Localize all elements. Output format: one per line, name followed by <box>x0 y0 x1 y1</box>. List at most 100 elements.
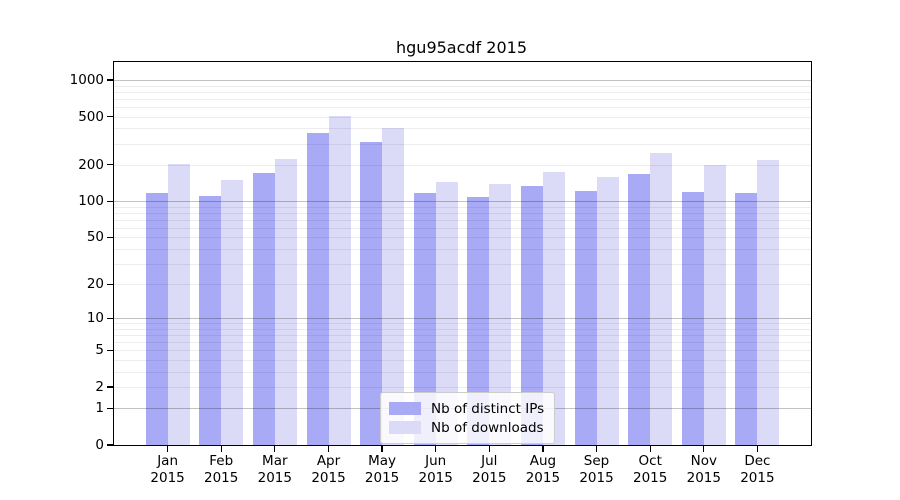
legend-item: Nb of downloads <box>389 418 544 437</box>
gridline-minor <box>114 387 811 388</box>
bar-downloads <box>274 159 297 445</box>
x-axis-tick-label: Jul 2015 <box>459 453 519 487</box>
gridline-minor <box>114 284 811 286</box>
gridline-minor <box>114 227 811 229</box>
gridline-minor <box>114 219 811 221</box>
bar-downloads <box>650 153 673 445</box>
x-axis-tick-label: Mar 2015 <box>245 453 305 487</box>
gridline-minor <box>114 342 811 344</box>
bar-downloads <box>596 176 619 445</box>
gridline-minor <box>114 350 811 352</box>
y-axis-tick-label: 1 <box>95 400 104 417</box>
y-axis-tick <box>107 386 113 388</box>
y-axis-tick-label: 500 <box>78 108 104 125</box>
bar-downloads <box>435 181 458 445</box>
y-axis-tick <box>107 317 113 319</box>
bar-distinct-ips <box>681 191 704 445</box>
y-axis-tick-label: 2 <box>95 379 104 395</box>
y-axis-tick <box>107 283 113 285</box>
gridline-minor <box>114 248 811 250</box>
x-tick-month: May <box>368 453 397 469</box>
x-tick-year: 2015 <box>204 470 239 486</box>
gridline-minor <box>114 98 811 100</box>
x-axis-tick-label: Feb 2015 <box>191 453 251 487</box>
y-axis-tick <box>107 164 113 166</box>
bar-distinct-ips <box>145 193 168 445</box>
x-axis-tick <box>756 446 759 452</box>
gridline-minor <box>114 164 811 166</box>
bar-downloads <box>542 171 565 445</box>
plot-area: 0 1 2 5 10 20 50 100 200 500 1000 Jan 2015 Feb 2015 Ma… <box>70 61 812 486</box>
x-axis-tick <box>327 446 330 452</box>
x-axis-tick-label: Sep 2015 <box>567 453 627 487</box>
x-tick-year: 2015 <box>257 470 292 486</box>
bar-distinct-ips <box>467 197 490 445</box>
bar-distinct-ips <box>360 141 383 445</box>
legend-swatch-downloads <box>389 421 421 434</box>
gridline-minor <box>114 143 811 145</box>
bar-downloads <box>221 179 244 445</box>
y-axis-tick-label: 0 <box>95 437 104 453</box>
x-tick-month: Aug <box>529 453 557 469</box>
legend-swatch-distinct-ips <box>389 402 421 415</box>
x-axis-tick <box>435 446 437 452</box>
bar-distinct-ips <box>199 196 222 445</box>
gridline-minor <box>114 360 811 361</box>
y-axis-tick-label: 50 <box>86 229 104 246</box>
bar-distinct-ips <box>413 193 436 445</box>
gridline-minor <box>114 91 811 93</box>
gridline-minor <box>114 371 811 373</box>
x-axis-tick <box>595 446 598 452</box>
bar-downloads <box>489 183 512 445</box>
x-axis-tick-label: Jun 2015 <box>406 453 466 487</box>
gridline-minor <box>114 263 811 265</box>
x-tick-year: 2015 <box>525 470 561 486</box>
gridline-minor <box>114 107 811 108</box>
legend-label: Nb of downloads <box>431 419 544 436</box>
x-tick-year: 2015 <box>740 470 775 486</box>
x-axis-tick <box>166 446 169 452</box>
gridline-minor <box>114 128 811 130</box>
y-axis-tick-label: 10 <box>86 310 104 327</box>
y-axis-tick <box>107 407 113 410</box>
x-tick-month: Feb <box>209 453 234 469</box>
gridline-minor <box>114 237 811 239</box>
x-axis-tick <box>542 446 544 452</box>
x-tick-month: Apr <box>316 453 341 469</box>
x-axis-tick <box>220 446 222 452</box>
x-axis-tick <box>649 446 651 452</box>
y-axis-tick-label: 20 <box>86 276 104 293</box>
y-axis-tick <box>107 200 113 202</box>
legend: Nb of distinct IPs Nb of downloads <box>380 392 556 444</box>
x-tick-month: Nov <box>690 453 717 469</box>
bar-distinct-ips <box>520 185 543 445</box>
x-tick-year: 2015 <box>472 470 507 486</box>
x-tick-month: Jan <box>157 453 178 469</box>
x-axis-tick-label: Dec 2015 <box>727 453 787 487</box>
x-tick-year: 2015 <box>633 470 668 486</box>
x-axis-tick-label: Jan 2015 <box>138 453 198 487</box>
gridline-minor <box>114 335 811 337</box>
gridline-major <box>114 318 811 320</box>
bar-distinct-ips <box>574 190 597 445</box>
bar-downloads <box>328 115 351 445</box>
y-axis-tick <box>107 349 113 351</box>
chart-title: hgu95acdf 2015 <box>396 38 527 57</box>
bar-downloads <box>703 165 726 445</box>
gridline-minor <box>114 85 811 87</box>
x-axis-tick <box>488 446 490 452</box>
gridline-minor <box>114 323 811 325</box>
x-tick-year: 2015 <box>579 470 614 486</box>
gridline-minor <box>114 116 811 118</box>
x-tick-month: Jun <box>425 453 447 469</box>
bar-downloads <box>757 159 780 445</box>
gridline-minor <box>114 206 811 208</box>
x-axis-tick-label: Oct 2015 <box>620 453 680 487</box>
x-tick-year: 2015 <box>418 470 453 486</box>
bar-distinct-ips <box>306 132 329 445</box>
x-tick-month: Mar <box>262 453 288 469</box>
bar-downloads <box>167 164 190 445</box>
bar-distinct-ips <box>628 174 651 445</box>
bar-distinct-ips <box>252 172 275 445</box>
